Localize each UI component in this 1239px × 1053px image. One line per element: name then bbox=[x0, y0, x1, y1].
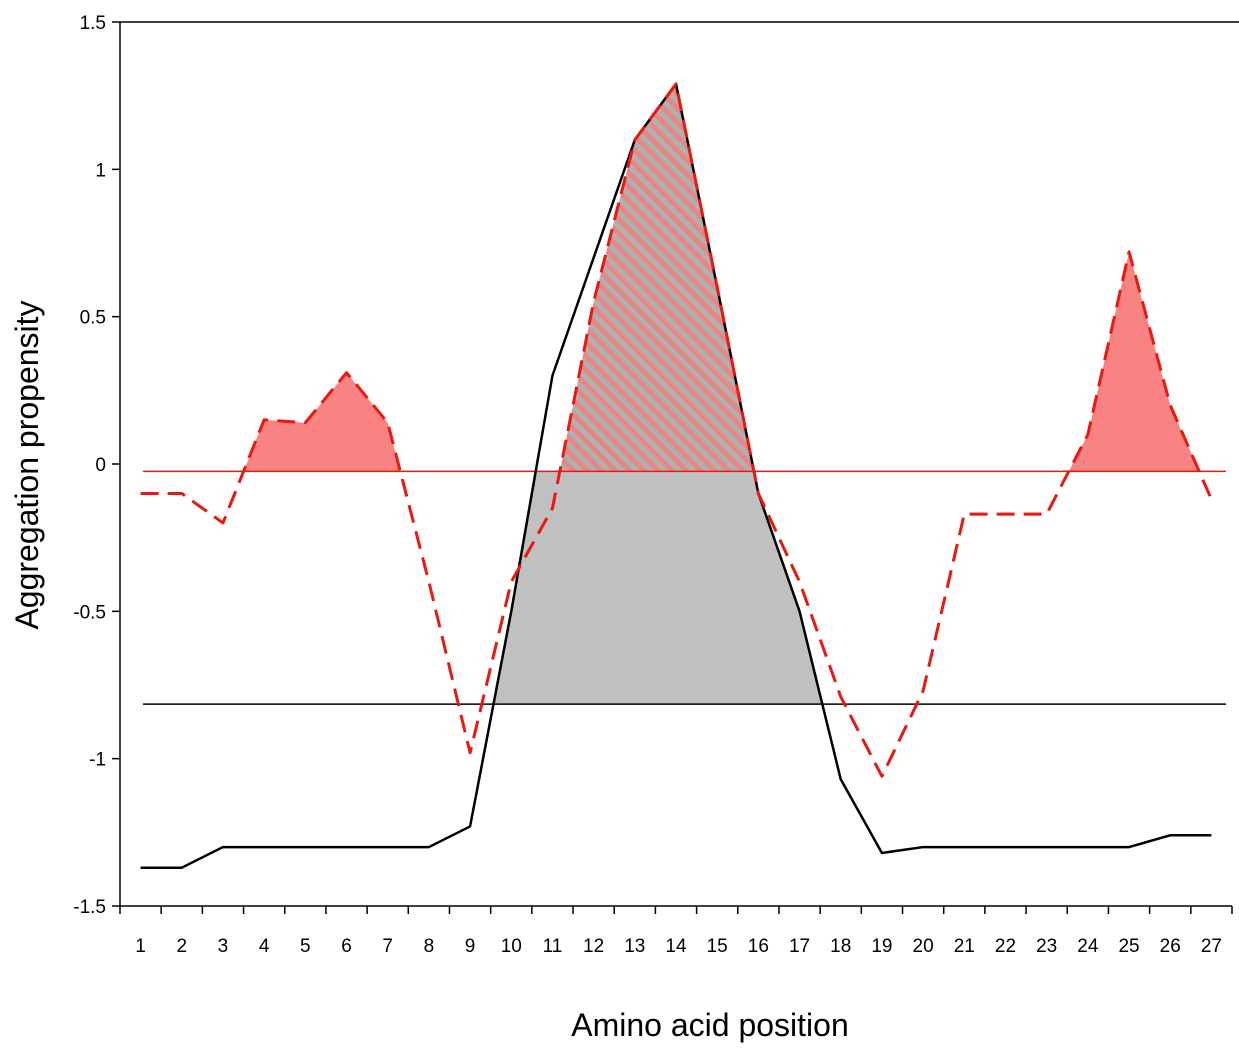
x-tick-label: 7 bbox=[382, 936, 393, 957]
x-tick-label: 14 bbox=[665, 936, 687, 957]
x-tick-label: 24 bbox=[1077, 936, 1099, 957]
x-tick-label: 19 bbox=[871, 936, 892, 957]
x-tick-label: 20 bbox=[913, 936, 934, 957]
series-lines bbox=[140, 82, 1213, 869]
x-tick-label: 3 bbox=[218, 936, 229, 957]
y-tick-label: 1.5 bbox=[80, 13, 106, 34]
threshold-lines bbox=[143, 470, 1226, 705]
y-axis-ticks: -1.5 -1 -0.5 0 0.5 1 1.5 bbox=[73, 13, 120, 918]
x-tick-label: 5 bbox=[300, 936, 311, 957]
x-tick-label: 9 bbox=[465, 936, 476, 957]
x-axis-ticks: 1 2 3 4 5 6 7 8 9 10 11 12 13 14 15 16 17 18 19 20 21 22 23 24 2… bbox=[119, 906, 1233, 957]
x-tick-label: 12 bbox=[583, 936, 604, 957]
y-tick-label: 0.5 bbox=[80, 308, 106, 329]
y-axis-title: Aggregation propensity bbox=[9, 300, 45, 629]
x-tick-label: 15 bbox=[707, 936, 728, 957]
x-tick-label: 17 bbox=[789, 936, 810, 957]
y-tick-label: 0 bbox=[95, 455, 106, 476]
x-tick-label: 13 bbox=[624, 936, 645, 957]
red-aggregation-region bbox=[243, 372, 401, 472]
x-tick-label: 4 bbox=[259, 936, 270, 957]
y-tick-label: -1.5 bbox=[73, 897, 106, 918]
x-tick-label: 27 bbox=[1201, 936, 1222, 957]
x-tick-label: 8 bbox=[424, 936, 435, 957]
x-tick-label: 11 bbox=[543, 936, 563, 957]
y-tick-label: -1 bbox=[89, 750, 106, 771]
red-dashed-series-line bbox=[140, 82, 1213, 778]
x-axis-title: Amino acid position bbox=[571, 1007, 848, 1043]
x-tick-label: 1 bbox=[135, 936, 146, 957]
x-tick-label: 26 bbox=[1160, 936, 1181, 957]
red-aggregation-region bbox=[1068, 251, 1200, 472]
x-tick-label: 23 bbox=[1036, 936, 1057, 957]
x-tick-label: 18 bbox=[830, 936, 851, 957]
x-tick-label: 16 bbox=[748, 936, 769, 957]
area-fills bbox=[243, 83, 1200, 705]
x-tick-label: 21 bbox=[954, 936, 975, 957]
x-tick-label: 22 bbox=[995, 936, 1016, 957]
x-tick-label: 25 bbox=[1118, 936, 1139, 957]
x-tick-label: 10 bbox=[501, 936, 522, 957]
x-tick-label: 6 bbox=[341, 936, 352, 957]
gray-aggregation-region bbox=[493, 471, 823, 705]
y-tick-label: -0.5 bbox=[73, 602, 106, 623]
hatched-overlap-region bbox=[559, 83, 754, 472]
x-tick-label: 2 bbox=[176, 936, 187, 957]
y-tick-label: 1 bbox=[95, 160, 106, 181]
